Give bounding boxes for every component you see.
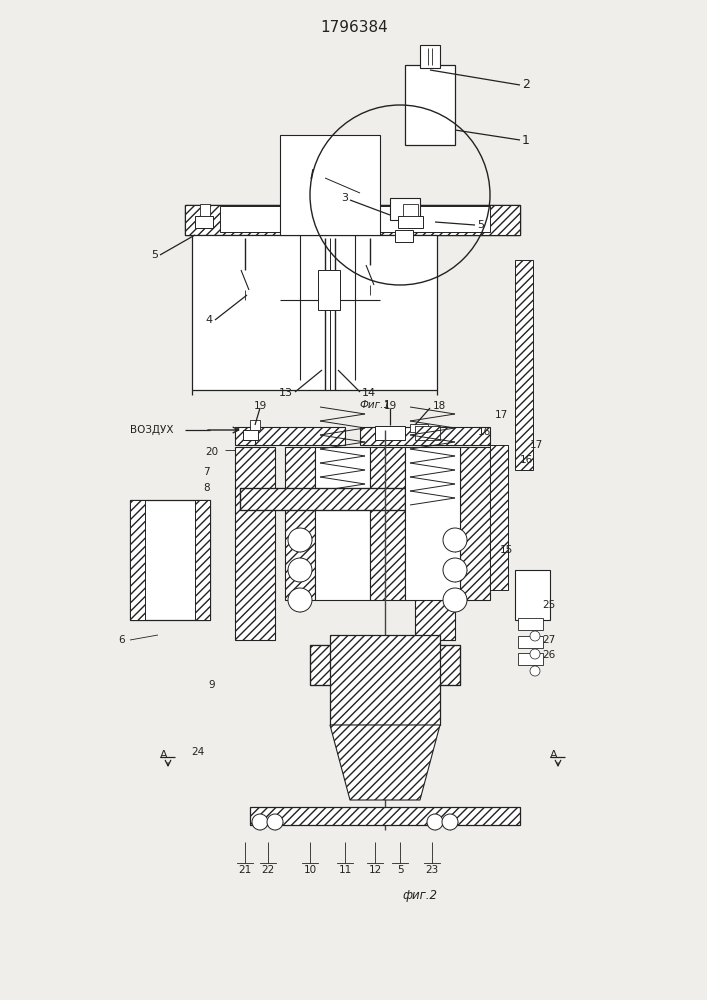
Text: A: A bbox=[160, 750, 168, 760]
Text: 5: 5 bbox=[151, 250, 158, 260]
Bar bbox=[398, 216, 423, 228]
Circle shape bbox=[530, 649, 540, 659]
Bar bbox=[515, 260, 533, 470]
Bar bbox=[395, 230, 413, 242]
Bar bbox=[405, 65, 455, 145]
Bar bbox=[415, 426, 440, 440]
Text: 24: 24 bbox=[192, 747, 205, 757]
Bar bbox=[420, 45, 440, 68]
Bar bbox=[518, 636, 543, 648]
Bar bbox=[405, 447, 460, 600]
Text: 26: 26 bbox=[542, 650, 555, 660]
Text: 6: 6 bbox=[118, 635, 125, 645]
Text: 17: 17 bbox=[530, 440, 543, 450]
Circle shape bbox=[530, 631, 540, 641]
Text: 15: 15 bbox=[500, 545, 513, 555]
Text: 21: 21 bbox=[238, 865, 252, 875]
Bar bbox=[240, 488, 405, 510]
Bar bbox=[518, 653, 543, 665]
Bar bbox=[250, 420, 260, 430]
Text: 20: 20 bbox=[205, 447, 218, 457]
Text: A: A bbox=[550, 750, 558, 760]
Text: 19: 19 bbox=[253, 401, 267, 411]
Bar bbox=[235, 447, 275, 640]
Text: 12: 12 bbox=[368, 865, 382, 875]
Circle shape bbox=[443, 528, 467, 552]
Bar bbox=[130, 500, 145, 620]
Text: 2: 2 bbox=[522, 79, 530, 92]
Bar bbox=[185, 205, 520, 235]
Circle shape bbox=[443, 558, 467, 582]
Text: 4: 4 bbox=[206, 315, 213, 325]
Bar bbox=[318, 270, 340, 310]
Bar bbox=[515, 570, 550, 620]
Bar bbox=[415, 447, 455, 640]
Text: 17: 17 bbox=[495, 410, 508, 420]
Text: 25: 25 bbox=[542, 600, 555, 610]
Bar bbox=[235, 427, 345, 445]
Polygon shape bbox=[330, 725, 440, 800]
Text: 27: 27 bbox=[542, 635, 555, 645]
Circle shape bbox=[443, 588, 467, 612]
Text: 23: 23 bbox=[426, 865, 438, 875]
Text: 3: 3 bbox=[341, 193, 348, 203]
Circle shape bbox=[530, 666, 540, 676]
Text: 13: 13 bbox=[279, 388, 293, 398]
Bar bbox=[130, 500, 210, 620]
Bar bbox=[390, 198, 420, 220]
Circle shape bbox=[442, 814, 458, 830]
Circle shape bbox=[252, 814, 268, 830]
Text: 10: 10 bbox=[303, 865, 317, 875]
Bar bbox=[192, 235, 437, 390]
Text: 16: 16 bbox=[520, 455, 533, 465]
Bar bbox=[403, 204, 418, 216]
Bar bbox=[185, 205, 520, 235]
Text: 7: 7 bbox=[204, 467, 210, 477]
Bar bbox=[370, 447, 405, 600]
Circle shape bbox=[288, 558, 312, 582]
Bar bbox=[360, 427, 490, 445]
Bar bbox=[518, 618, 543, 630]
Circle shape bbox=[427, 814, 443, 830]
Bar bbox=[243, 430, 258, 440]
Text: 5: 5 bbox=[477, 220, 484, 230]
Bar bbox=[410, 424, 428, 432]
Text: I: I bbox=[310, 168, 314, 182]
Text: 11: 11 bbox=[339, 865, 351, 875]
Bar bbox=[315, 447, 370, 600]
Bar bbox=[310, 645, 460, 685]
Circle shape bbox=[288, 528, 312, 552]
Bar bbox=[285, 447, 315, 600]
Bar bbox=[220, 206, 490, 232]
Bar bbox=[195, 216, 213, 228]
Bar bbox=[490, 445, 508, 590]
Bar bbox=[330, 635, 440, 725]
Text: 14: 14 bbox=[362, 388, 376, 398]
Bar bbox=[280, 135, 380, 235]
Text: 9: 9 bbox=[209, 680, 215, 690]
Bar bbox=[375, 426, 405, 440]
Bar bbox=[195, 500, 210, 620]
Circle shape bbox=[288, 588, 312, 612]
Text: 8: 8 bbox=[204, 483, 210, 493]
Bar bbox=[200, 204, 210, 216]
Text: 5: 5 bbox=[397, 865, 403, 875]
Circle shape bbox=[267, 814, 283, 830]
Text: фиг.2: фиг.2 bbox=[402, 888, 438, 902]
Text: ВОЗДУХ: ВОЗДУХ bbox=[130, 425, 173, 435]
Text: 19: 19 bbox=[383, 401, 397, 411]
Bar bbox=[310, 645, 460, 685]
Bar bbox=[460, 447, 490, 600]
Text: 22: 22 bbox=[262, 865, 274, 875]
Bar bbox=[250, 807, 520, 825]
Text: 1796384: 1796384 bbox=[320, 20, 388, 35]
Text: 16: 16 bbox=[478, 427, 491, 437]
Bar bbox=[240, 488, 405, 510]
Text: Фиг.1: Фиг.1 bbox=[359, 400, 390, 410]
Text: 18: 18 bbox=[433, 401, 446, 411]
Text: 1: 1 bbox=[522, 133, 530, 146]
